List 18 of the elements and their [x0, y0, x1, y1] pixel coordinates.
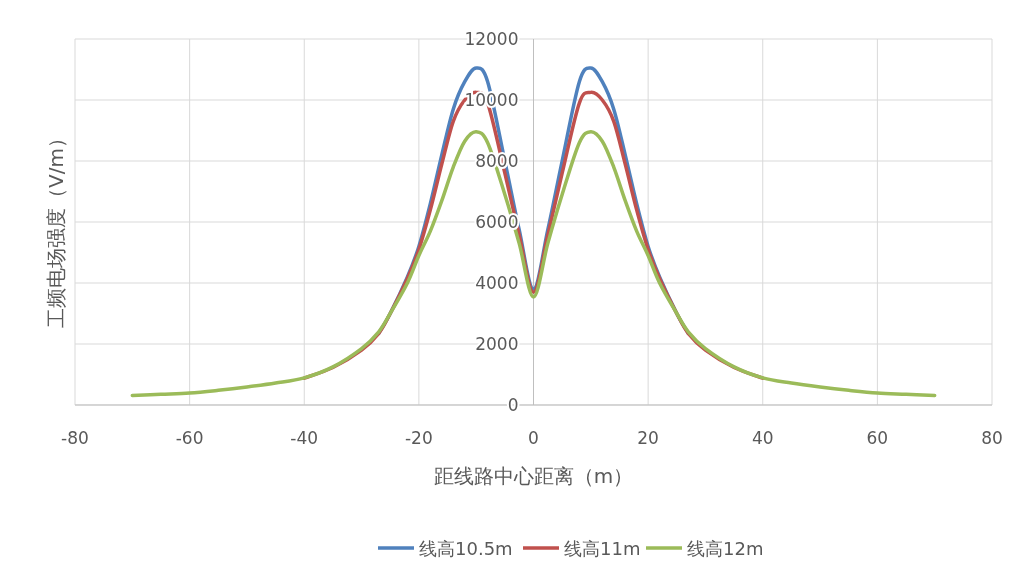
x-tick-label: 0	[528, 428, 539, 448]
x-tick-label: 60	[866, 428, 889, 448]
x-tick-label: 80	[981, 428, 1003, 448]
y-tick-label: 0	[507, 395, 519, 415]
x-tick-label: -60	[175, 428, 204, 448]
x-tick-label: -20	[404, 428, 433, 448]
y-axis-title: 工频电场强度（V/m）	[44, 128, 68, 328]
legend-label: 线高11m	[564, 538, 641, 559]
x-tick-label: 20	[637, 428, 659, 448]
legend-label: 线高12m	[687, 538, 764, 559]
x-axis-title: 距线路中心距离（m）	[433, 464, 634, 488]
x-tick-label: -80	[61, 428, 89, 448]
y-tick-label: 12000	[464, 29, 519, 49]
y-tick-label: 4000	[475, 273, 519, 293]
x-tick-label: -40	[290, 428, 319, 448]
y-tick-label: 2000	[475, 334, 519, 354]
x-tick-label: 40	[751, 428, 774, 448]
legend-label: 线高10.5m	[419, 538, 513, 559]
